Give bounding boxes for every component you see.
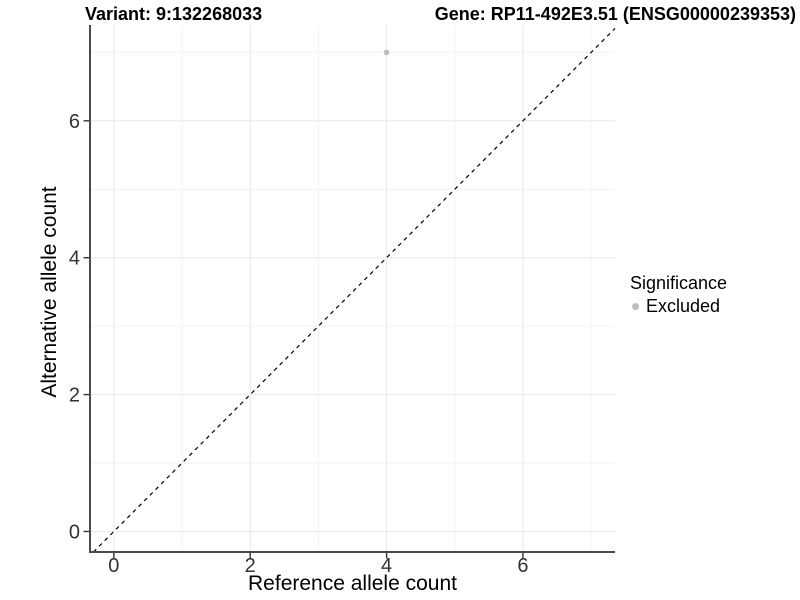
x-tick-label: 2 bbox=[245, 555, 256, 577]
legend-items: Excluded bbox=[630, 296, 727, 317]
identity-line bbox=[92, 27, 616, 553]
gene-title: Gene: RP11-492E3.51 (ENSG00000239353) bbox=[434, 4, 796, 24]
x-tick-label: 4 bbox=[381, 555, 392, 577]
data-point bbox=[383, 49, 390, 56]
y-tick-label: 0 bbox=[69, 521, 80, 543]
legend-point-icon bbox=[632, 303, 639, 310]
x-tick-label: 0 bbox=[108, 555, 119, 577]
x-axis-title: Reference allele count bbox=[248, 572, 457, 595]
legend-title: Significance bbox=[630, 273, 728, 293]
variant-title: Variant: 9:132268033 bbox=[85, 4, 263, 24]
y-tick-label: 4 bbox=[69, 248, 80, 270]
x-tick-label: 6 bbox=[517, 555, 528, 577]
y-tick-label: 2 bbox=[69, 385, 80, 407]
legend-item-label: Excluded bbox=[646, 296, 721, 316]
y-tick-label: 6 bbox=[69, 111, 80, 133]
legend-item: Excluded bbox=[632, 296, 727, 317]
legend: Significance Excluded bbox=[630, 273, 727, 317]
y-axis-title: Alternative allele count bbox=[38, 186, 61, 398]
